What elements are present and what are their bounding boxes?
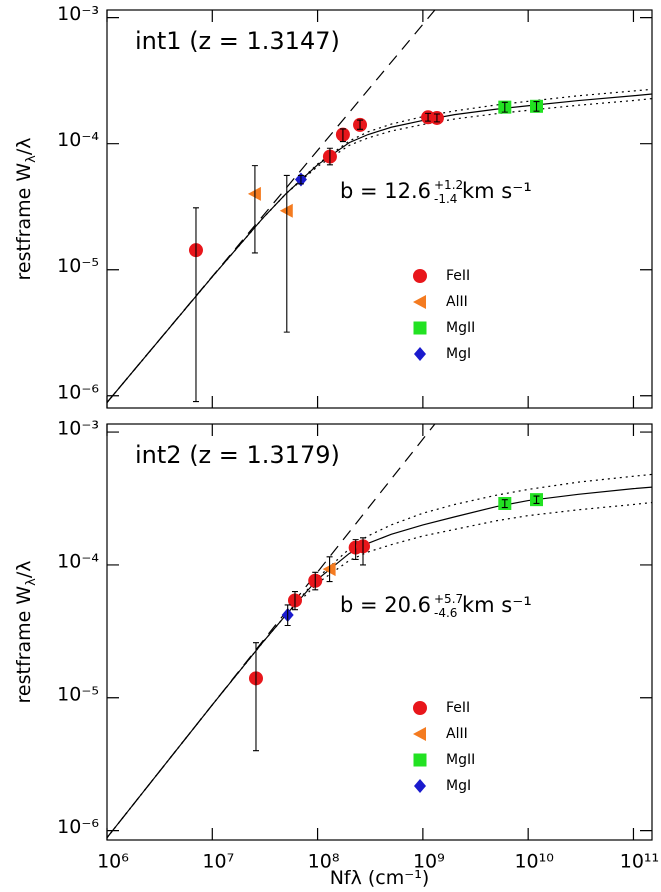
- x-tick-label: 10⁷: [202, 851, 234, 873]
- y-label-rest: /λ: [13, 561, 35, 579]
- legend-marker: [414, 779, 426, 793]
- y-label-main: restframe W: [13, 586, 35, 704]
- error-bar: [501, 499, 508, 509]
- legend-marker: [414, 347, 426, 361]
- error-bar: [357, 119, 364, 130]
- b-unit: km s⁻¹: [462, 179, 532, 203]
- model-curve: [107, 93, 652, 403]
- error-bar: [501, 101, 508, 113]
- y-axis-label: restframe Wλ/λ: [13, 561, 39, 704]
- b-error-minus: -1.4: [434, 192, 457, 206]
- y-tick-label: 10⁻³: [57, 3, 99, 25]
- x-tick-label: 10⁶: [97, 851, 129, 873]
- y-label-rest: /λ: [13, 138, 35, 156]
- error-bar: [284, 604, 291, 627]
- y-label-main: restframe W: [13, 163, 35, 281]
- error-bar: [252, 642, 259, 752]
- b-error-plus: +5.7: [434, 592, 463, 606]
- error-bar: [360, 537, 367, 566]
- legend-marker: [413, 295, 426, 309]
- model-curve: [107, 486, 652, 839]
- y-tick-label: 10⁻⁶: [57, 816, 99, 838]
- b-error-plus: +1.2: [434, 178, 463, 192]
- error-bar: [352, 539, 359, 560]
- x-tick-label: 10¹¹: [620, 851, 659, 873]
- y-tick-label: 10⁻⁵: [57, 255, 99, 277]
- plot-area: [107, 424, 652, 839]
- x-tick-label: 10⁸: [308, 851, 340, 873]
- model-curve: [107, 473, 652, 839]
- legend-label: AlII: [446, 294, 468, 310]
- model-curve: [107, 97, 652, 403]
- legend-label: MgII: [446, 752, 475, 768]
- y-tick-label: 10⁻⁴: [57, 550, 99, 572]
- y-tick-label: 10⁻⁵: [57, 683, 99, 705]
- legend-marker: [413, 321, 427, 335]
- legend-marker: [413, 701, 427, 715]
- b-value: b = 20.6: [340, 593, 431, 617]
- b-error-minus: -4.6: [434, 606, 457, 620]
- plot-area: [107, 10, 652, 403]
- legend-label: MgI: [446, 778, 471, 794]
- y-label-sub: λ: [24, 155, 39, 163]
- b-annotation: b = 20.6 +5.7 -4.6 km s⁻¹: [340, 592, 532, 620]
- x-axis-label: Nfλ (cm⁻¹): [330, 867, 430, 889]
- legend-marker: [413, 727, 426, 741]
- error-bar: [433, 113, 440, 123]
- y-label-sub: λ: [24, 578, 39, 586]
- y-axis-label: restframe Wλ/λ: [13, 138, 39, 281]
- legend-label: FeII: [446, 700, 470, 716]
- axes-frame: [106, 423, 653, 841]
- axes-frame: [106, 9, 653, 409]
- legend-marker: [413, 753, 427, 767]
- panel: 10⁻⁶ 10⁻⁵ 10⁻⁴ 10⁻³ int1 (z = 1.3147) b = 12.…: [13, 3, 653, 409]
- panel-title: int1 (z = 1.3147): [135, 27, 340, 55]
- error-bar: [251, 165, 258, 254]
- x-tick-label: 10¹⁰: [514, 851, 553, 873]
- y-tick-label: 10⁻⁴: [57, 129, 99, 151]
- error-bar: [533, 100, 540, 112]
- model-curve: [107, 88, 652, 403]
- error-bar: [425, 112, 432, 122]
- legend-label: FeII: [446, 268, 470, 284]
- error-bar: [297, 174, 304, 185]
- model-curve: [107, 501, 652, 839]
- legend-label: MgI: [446, 346, 471, 362]
- b-value: b = 12.6: [340, 179, 431, 203]
- b-annotation: b = 12.6 +1.2 -1.4 km s⁻¹: [340, 178, 532, 206]
- panel: 10⁻⁶ 10⁻⁵ 10⁻⁴ 10⁻³ 10⁶ 10⁷ 10⁸ 10⁹ 10¹⁰ 10¹¹ int2…: [13, 418, 659, 889]
- x-tick-label: 10⁹: [413, 851, 445, 873]
- b-unit: km s⁻¹: [462, 593, 532, 617]
- legend-label: AlII: [446, 726, 468, 742]
- legend-label: MgII: [446, 320, 475, 336]
- error-bar: [283, 174, 290, 333]
- error-bar: [326, 556, 333, 583]
- error-bar: [291, 591, 298, 611]
- panel-title: int2 (z = 1.3179): [135, 441, 340, 469]
- error-bar: [533, 495, 540, 505]
- error-bar: [326, 147, 333, 166]
- y-tick-label: 10⁻⁶: [57, 381, 99, 403]
- y-tick-label: 10⁻³: [57, 418, 99, 440]
- legend-marker: [413, 269, 427, 283]
- error-bar: [339, 128, 346, 143]
- error-bar: [192, 207, 199, 403]
- error-bar: [312, 571, 319, 591]
